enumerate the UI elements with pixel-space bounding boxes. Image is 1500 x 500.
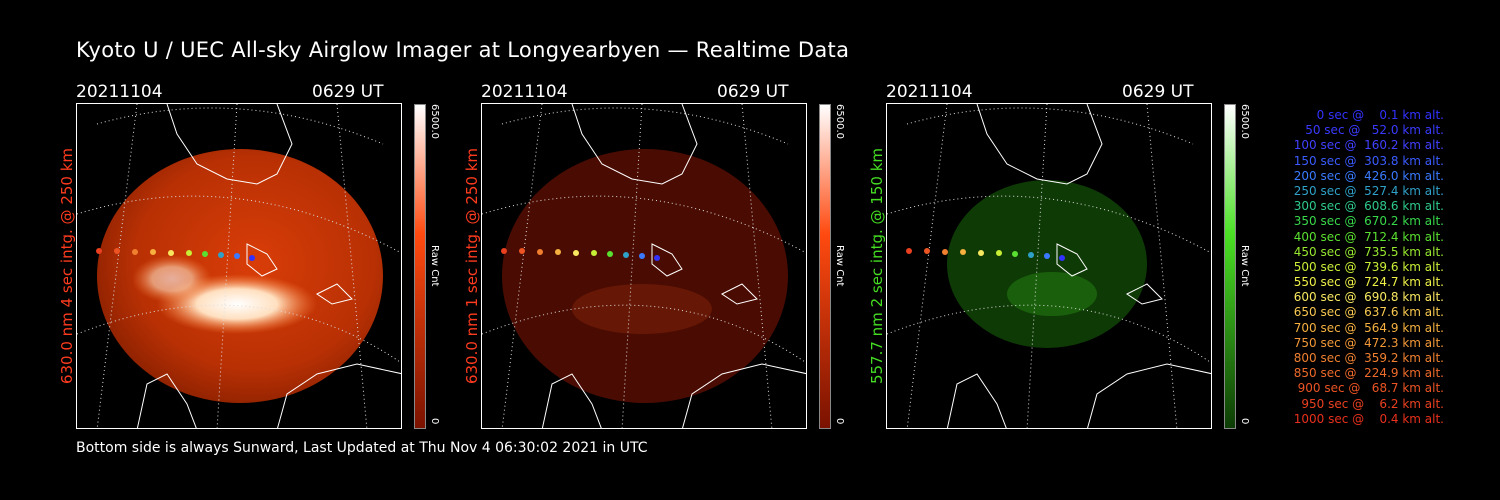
colorbar [1224,104,1236,429]
legend-row: 500 sec @ 739.6 km alt. [1289,259,1444,274]
legend-row: 650 sec @ 637.6 km alt. [1289,305,1444,320]
colorbar-unit-label: Raw Cnt [834,245,845,287]
colorbar-min-label: 0 [1239,418,1250,425]
legend-row: 950 sec @ 6.2 km alt. [1297,396,1444,411]
panel-time: 0629 UT [1122,82,1194,102]
panel-ylabel: 557.7 nm 2 sec intg. @ 150 km [868,147,886,385]
footer-note: Bottom side is always Sunward, Last Upda… [76,440,648,456]
panel-time: 0629 UT [312,82,384,102]
legend-row: 350 sec @ 670.2 km alt. [1289,214,1444,229]
panel-ylabel: 630.0 nm 1 sec intg. @ 250 km [463,147,481,385]
legend-row: 750 sec @ 472.3 km alt. [1289,335,1444,350]
legend-row: 300 sec @ 608.6 km alt. [1289,199,1444,214]
allsky-image-panel [886,103,1212,429]
colorbar-min-label: 0 [429,418,440,425]
panel-date: 20211104 [886,82,973,102]
lat-lon-grid [482,104,806,428]
lat-lon-grid [77,104,401,428]
colorbar [414,104,426,429]
colorbar-max-label: 6500.0 [1239,104,1250,139]
panel-date: 20211104 [76,82,163,102]
colorbar-max-label: 6500.0 [429,104,440,139]
legend-row: 550 sec @ 724.7 km alt. [1289,275,1444,290]
allsky-image-panel [76,103,402,429]
legend-row: 800 sec @ 359.2 km alt. [1289,351,1444,365]
legend-row: 900 sec @ 68.7 km alt. [1293,381,1444,396]
altitude-legend: 0 sec @ 0.1 km alt. 50 sec @ 52.0 km alt… [1262,108,1444,427]
legend-row: 450 sec @ 735.5 km alt. [1289,244,1444,259]
legend-row: 100 sec @ 160.2 km alt. [1289,138,1444,153]
panel-date: 20211104 [481,82,568,102]
trajectory-dots [906,248,1065,261]
coastline [541,104,806,428]
legend-row: 400 sec @ 712.4 km alt. [1289,229,1444,244]
airglow-emission [947,180,1147,348]
trajectory-dots [96,248,255,261]
legend-row: 1000 sec @ 0.4 km alt. [1293,411,1444,426]
page-title: Kyoto U / UEC All-sky Airglow Imager at … [76,38,850,62]
lat-lon-grid [887,104,1211,428]
colorbar-min-label: 0 [834,418,845,425]
legend-row: 0 sec @ 0.1 km alt. [1305,108,1444,122]
airglow-emission [502,149,788,403]
legend-row: 850 sec @ 224.9 km alt. [1289,366,1444,381]
legend-row: 250 sec @ 527.4 km alt. [1289,183,1444,198]
panel-time: 0629 UT [717,82,789,102]
colorbar-unit-label: Raw Cnt [1239,245,1250,287]
legend-row: 50 sec @ 52.0 km alt. [1297,123,1444,138]
coastline [946,104,1211,428]
legend-row: 150 sec @ 303.8 km alt. [1289,153,1444,168]
colorbar-max-label: 6500.0 [834,104,845,139]
allsky-image-panel [481,103,807,429]
colorbar-unit-label: Raw Cnt [429,245,440,287]
trajectory-dots [501,248,660,261]
coastline [136,104,401,428]
panel-ylabel: 630.0 nm 4 sec intg. @ 250 km [58,147,76,385]
legend-row: 700 sec @ 564.9 km alt. [1289,320,1444,335]
colorbar [819,104,831,429]
legend-row: 200 sec @ 426.0 km alt. [1289,168,1444,183]
legend-row: 600 sec @ 690.8 km alt. [1289,290,1444,305]
